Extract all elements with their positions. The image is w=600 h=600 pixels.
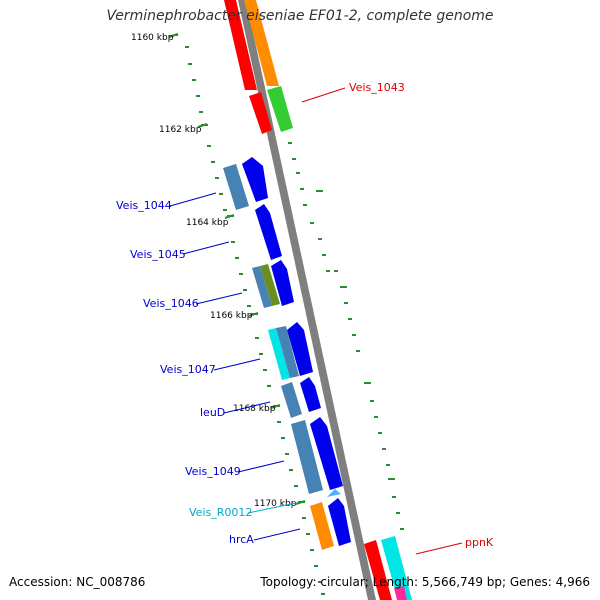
outer-dot-track: [284, 126, 404, 530]
gene-feature-blue-1044: [242, 157, 268, 202]
gene-feature-blue-hrca: [328, 498, 351, 546]
gene-feature-cyan-ppnk: [381, 536, 412, 600]
gene-feature-red: [249, 92, 272, 134]
gene-feature-cyan-1047: [268, 328, 290, 380]
accession-text: Accession: NC_008786: [9, 575, 146, 589]
gene-feature-green: [267, 86, 293, 132]
gene-feature-olive-1046: [260, 264, 280, 306]
gene-feature-steelblue-1047: [276, 326, 299, 378]
gene-label-ppnk: ppnK: [465, 536, 494, 549]
genome-stats-text: Topology: circular; Length: 5,566,749 bp…: [260, 575, 590, 589]
gene-feature-magenta-ppnk: [394, 586, 407, 600]
gene-label-veis-r0012: Veis_R0012: [189, 506, 252, 519]
gene-label-veis-1043: Veis_1043: [349, 81, 405, 94]
gene-feature-orange-top: [244, 0, 279, 86]
gene-feature-red-ppnk: [364, 540, 392, 600]
gene-feature-steelblue-1046: [252, 266, 272, 308]
gene-labels: Veis_1043 Veis_1044 Veis_1045 Veis_1046 …: [116, 81, 494, 549]
gene-feature-blue-1049: [310, 417, 343, 490]
gene-label-veis-1046: Veis_1046: [143, 297, 199, 310]
map-title: Verminephrobacter eiseniae EF01-2, compl…: [106, 8, 494, 24]
gene-features: [223, 0, 412, 600]
kbp-label-1164: 1164 kbp: [186, 218, 229, 228]
gene-feature-steelblue-leud: [281, 382, 302, 418]
gene-feature-lightblue-r0012: [327, 489, 341, 497]
kbp-label-1170: 1170 kbp: [254, 499, 297, 509]
kbp-tick-marks: [168, 33, 306, 505]
kbp-label-1166: 1166 kbp: [210, 311, 253, 321]
kbp-label-1162: 1162 kbp: [159, 125, 202, 135]
gene-feature-orange-hrca: [310, 502, 334, 550]
gene-feature-blue-1045: [255, 204, 282, 260]
gene-feature-steelblue-1049: [291, 420, 323, 494]
gene-feature-blue-leud: [300, 377, 321, 412]
kbp-tick-labels: 1160 kbp 1162 kbp 1164 kbp 1166 kbp 1168…: [131, 33, 297, 509]
gene-label-veis-1045: Veis_1045: [130, 248, 186, 261]
gene-label-leud: leuD: [200, 406, 225, 419]
gene-feature-steelblue-1044: [223, 164, 249, 210]
label-leader-lines: [169, 87, 463, 555]
kbp-label-1160: 1160 kbp: [131, 33, 174, 43]
kbp-label-1168: 1168 kbp: [233, 404, 276, 414]
genome-backbone: [238, 0, 376, 600]
gene-feature-blue-1046: [271, 260, 294, 306]
gene-feature-blue-1047: [287, 322, 313, 376]
gene-label-veis-1044: Veis_1044: [116, 199, 172, 212]
gene-feature-red-top: [224, 0, 257, 90]
gene-label-veis-1049: Veis_1049: [185, 465, 241, 478]
gene-label-veis-1047: Veis_1047: [160, 363, 216, 376]
gene-label-hrca: hrcA: [229, 533, 254, 546]
